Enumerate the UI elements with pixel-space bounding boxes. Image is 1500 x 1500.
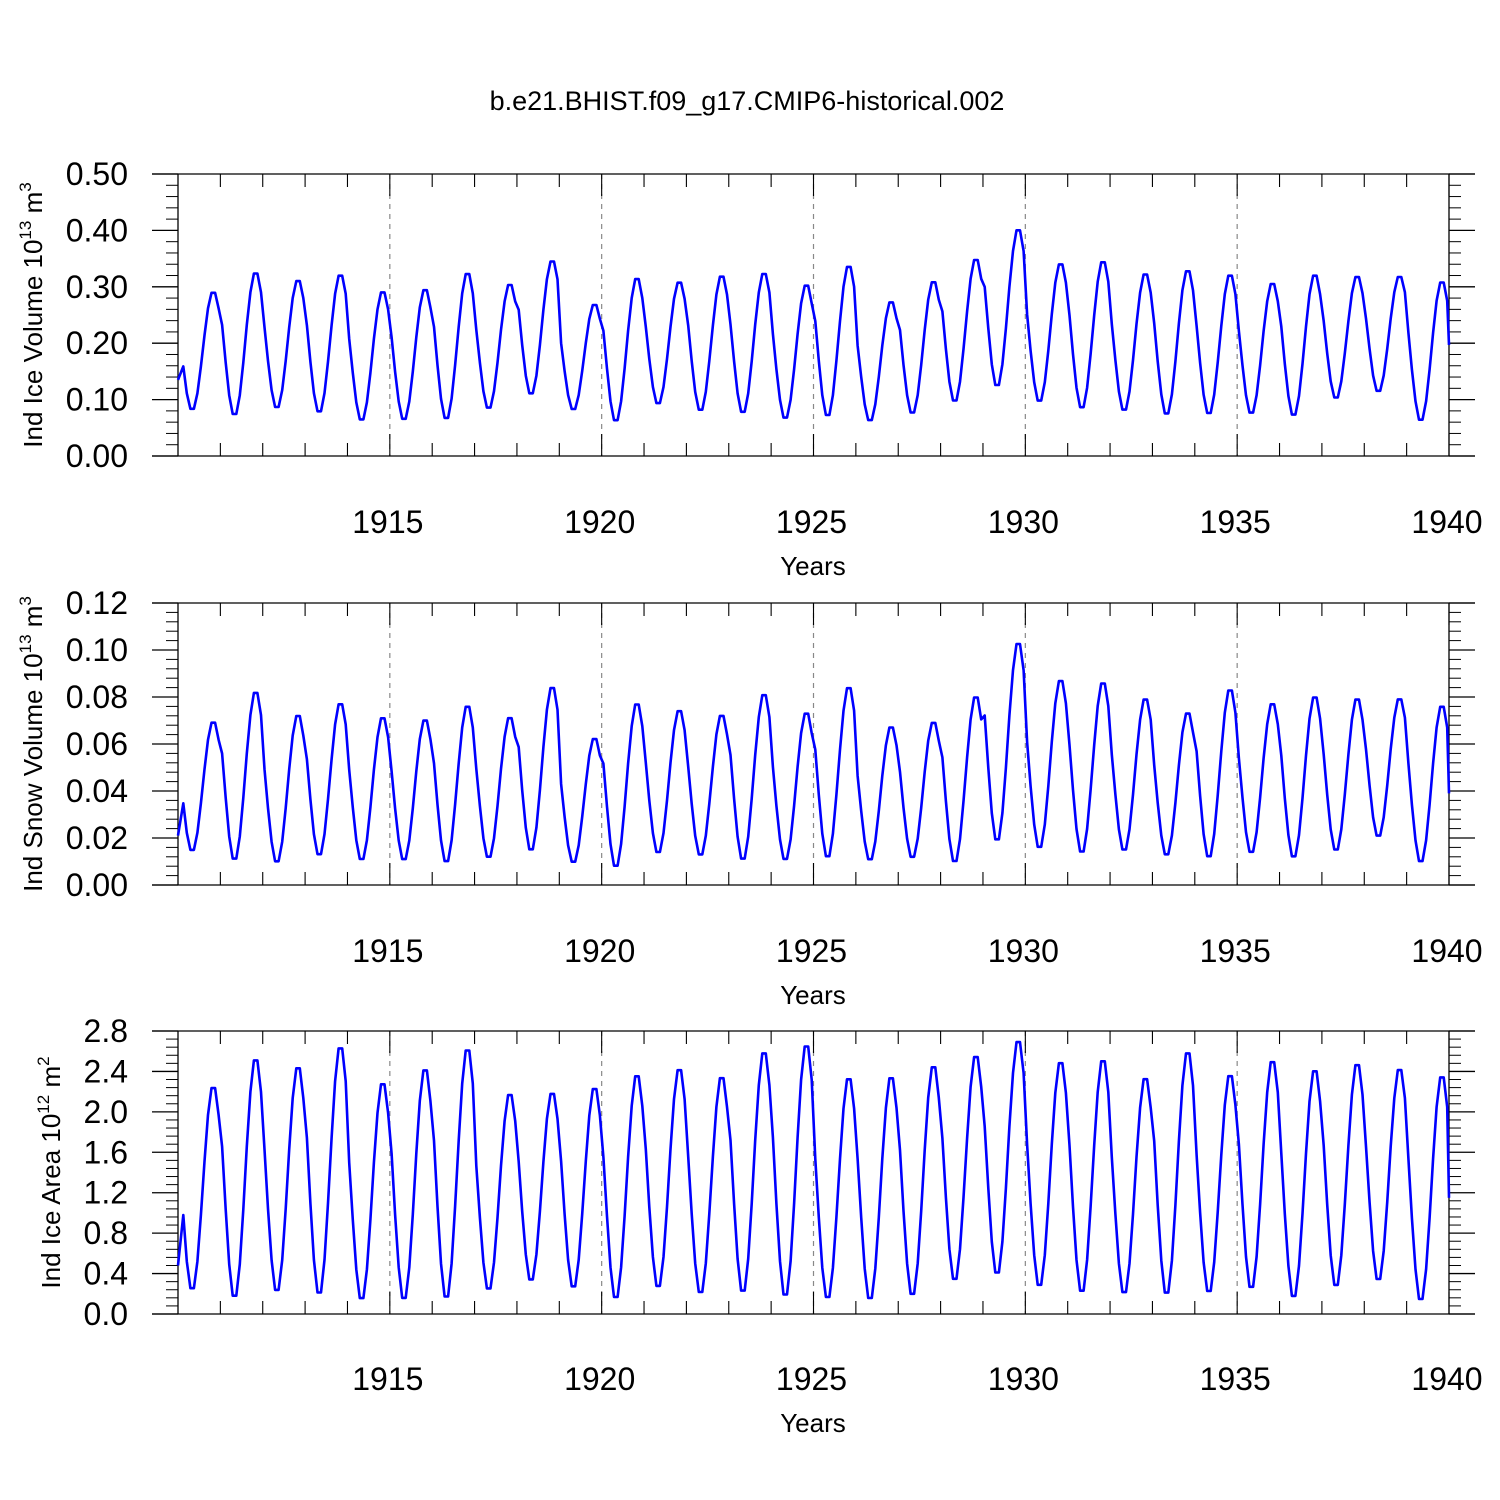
y-tick-label: 2.0	[84, 1094, 128, 1130]
x-tick-label: 1935	[1200, 933, 1271, 969]
y-axis-title: Ind Ice Area 1012 m2	[34, 1056, 66, 1288]
x-tick-label: 1930	[988, 504, 1059, 540]
y-axis-title-unit-exponent: 3	[16, 596, 35, 605]
y-axis-title-exponent: 13	[16, 221, 35, 240]
panel-ice-volume: 0.00 0.10 0.20 0.30 0.40 0.50 1915 1920 1925 1930…	[16, 156, 1483, 581]
y-axis-title-exponent: 12	[34, 1095, 53, 1114]
y-tick-label: 0.06	[66, 726, 128, 762]
y-tick-label: 0.30	[66, 269, 128, 305]
y-tick-label: 0.50	[66, 156, 128, 192]
y-tick-label: 0.10	[66, 632, 128, 668]
x-axis-title: Years	[780, 980, 846, 1010]
y-axis-title-text: Ind Snow Volume 10	[18, 653, 48, 892]
chart-title: b.e21.BHIST.f09_g17.CMIP6-historical.002	[490, 86, 1005, 116]
x-axis-title: Years	[780, 1408, 846, 1438]
y-axis-title-exponent: 13	[16, 634, 35, 653]
y-axis-title-text: Ind Ice Volume 10	[18, 240, 48, 448]
panel-snow-volume: 0.00 0.02 0.04 0.06 0.08 0.10 0.12 1915 1920 1925…	[16, 585, 1483, 1010]
y-tick-label: 1.6	[84, 1134, 128, 1170]
y-tick-label: 0.00	[66, 438, 128, 474]
y-tick-label: 0.8	[84, 1215, 128, 1251]
series-line-ice-area	[176, 1040, 1451, 1301]
panel-ice-area: 0.0 0.4 0.8 1.2 1.6 2.0 2.4 2.8 1915 1920 1925 1930…	[34, 1013, 1483, 1438]
x-tick-label: 1915	[352, 933, 423, 969]
y-tick-label: 0.40	[66, 212, 128, 248]
y-axis-title-unit: m	[18, 192, 48, 221]
x-tick-label: 1940	[1411, 1361, 1482, 1397]
x-tick-label: 1930	[988, 933, 1059, 969]
x-tick-label: 1930	[988, 1361, 1059, 1397]
y-tick-label: 0.0	[84, 1296, 128, 1332]
x-tick-label: 1925	[776, 504, 847, 540]
y-tick-label: 0.08	[66, 679, 128, 715]
x-tick-label: 1940	[1411, 504, 1482, 540]
y-tick-label: 1.2	[84, 1175, 128, 1211]
y-tick-label: 2.4	[84, 1053, 128, 1089]
y-tick-label: 0.20	[66, 325, 128, 361]
y-tick-label: 0.04	[66, 773, 128, 809]
x-tick-label: 1920	[564, 933, 635, 969]
series-line-ice-volume	[176, 229, 1451, 422]
x-tick-label: 1915	[352, 1361, 423, 1397]
y-axis-title-text: Ind Ice Area 10	[36, 1114, 66, 1289]
y-tick-label: 0.10	[66, 382, 128, 418]
y-tick-label: 0.02	[66, 820, 128, 856]
series-line-snow-volume	[176, 642, 1451, 867]
x-axis-title: Years	[780, 551, 846, 581]
x-tick-label: 1925	[776, 1361, 847, 1397]
x-tick-label: 1935	[1200, 504, 1271, 540]
y-tick-label: 0.00	[66, 867, 128, 903]
y-tick-label: 0.4	[84, 1256, 128, 1292]
x-tick-label: 1925	[776, 933, 847, 969]
x-tick-label: 1920	[564, 1361, 635, 1397]
y-axis-title: Ind Snow Volume 1013 m3	[16, 596, 48, 892]
y-axis-title-unit: m	[36, 1066, 66, 1095]
y-tick-label: 0.12	[66, 585, 128, 621]
y-axis-title: Ind Ice Volume 1013 m3	[16, 182, 48, 447]
x-tick-label: 1940	[1411, 933, 1482, 969]
x-tick-label: 1915	[352, 504, 423, 540]
x-tick-label: 1920	[564, 504, 635, 540]
x-tick-label: 1935	[1200, 1361, 1271, 1397]
y-axis-title-unit: m	[18, 606, 48, 635]
y-axis-title-unit-exponent: 2	[34, 1056, 53, 1065]
y-tick-label: 2.8	[84, 1013, 128, 1049]
y-axis-title-unit-exponent: 3	[16, 182, 35, 191]
